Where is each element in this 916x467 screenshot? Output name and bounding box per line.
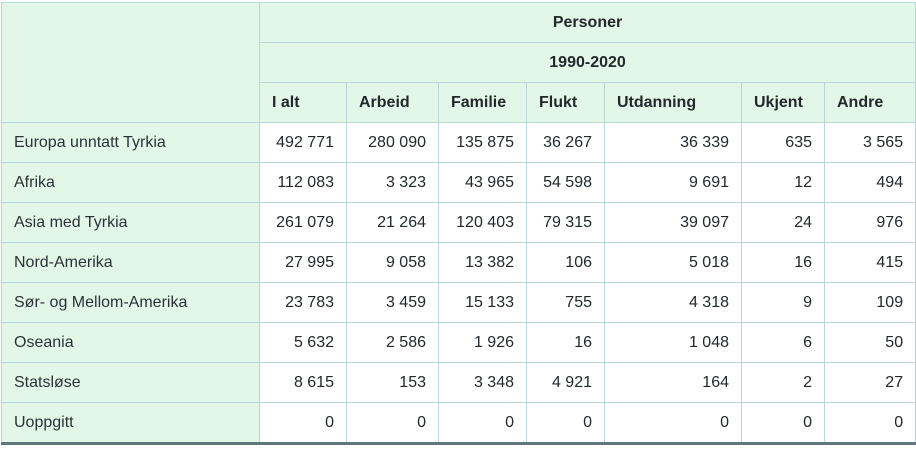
value-cell: 8 615 xyxy=(259,362,347,403)
value-cell: 9 058 xyxy=(346,242,439,283)
value-cell: 16 xyxy=(526,322,605,363)
value-cell: 635 xyxy=(741,122,825,163)
value-cell: 120 403 xyxy=(438,202,527,243)
value-cell: 24 xyxy=(741,202,825,243)
value-cell: 43 965 xyxy=(438,162,527,203)
value-cell: 5 018 xyxy=(604,242,742,283)
row-label: Sør- og Mellom-Amerika xyxy=(1,282,260,323)
value-cell: 3 348 xyxy=(438,362,527,403)
column-header: Flukt xyxy=(526,82,605,123)
value-cell: 3 323 xyxy=(346,162,439,203)
value-cell: 27 995 xyxy=(259,242,347,283)
value-cell: 0 xyxy=(741,402,825,444)
row-label: Oseania xyxy=(1,322,260,363)
value-cell: 4 921 xyxy=(526,362,605,403)
value-cell: 3 565 xyxy=(823,122,916,163)
value-cell: 50 xyxy=(823,322,916,363)
value-cell: 9 xyxy=(741,282,825,323)
table-row: Statsløse 8 615 153 3 348 4 921 164 2 27 xyxy=(1,362,916,403)
value-cell: 6 xyxy=(741,322,825,363)
table-header-row-title: Personer xyxy=(1,2,916,123)
value-cell: 21 264 xyxy=(346,202,439,243)
value-cell: 2 xyxy=(741,362,825,403)
value-cell: 23 783 xyxy=(259,282,347,323)
value-cell: 109 xyxy=(823,282,916,323)
value-cell: 1 926 xyxy=(438,322,527,363)
value-cell: 494 xyxy=(823,162,916,203)
table-header-row-period: 1990-2020 xyxy=(2,42,916,83)
table-row: Uoppgitt 0 0 0 0 0 0 0 xyxy=(1,402,916,444)
value-cell: 0 xyxy=(259,402,347,444)
row-label: Nord-Amerika xyxy=(1,242,260,283)
value-cell: 1 048 xyxy=(604,322,742,363)
value-cell: 27 xyxy=(823,362,916,403)
value-cell: 36 267 xyxy=(526,122,605,163)
value-cell: 106 xyxy=(526,242,605,283)
table-row: Europa unntatt Tyrkia 492 771 280 090 135 8… xyxy=(1,122,916,163)
value-cell: 153 xyxy=(346,362,439,403)
value-cell: 0 xyxy=(604,402,742,444)
period-header: 1990-2020 xyxy=(258,42,916,83)
value-cell: 280 090 xyxy=(346,122,439,163)
value-cell: 13 382 xyxy=(438,242,527,283)
value-cell: 0 xyxy=(438,402,527,444)
table-row: Nord-Amerika 27 995 9 058 13 382 106 5 018 16 4… xyxy=(1,242,916,283)
row-label: Europa unntatt Tyrkia xyxy=(1,122,260,163)
value-cell: 39 097 xyxy=(604,202,742,243)
column-header: Utdanning xyxy=(604,82,742,123)
value-cell: 12 xyxy=(741,162,825,203)
row-label: Uoppgitt xyxy=(1,402,260,444)
value-cell: 54 598 xyxy=(526,162,605,203)
value-cell: 4 318 xyxy=(604,282,742,323)
column-header: Arbeid xyxy=(346,82,439,123)
value-cell: 9 691 xyxy=(604,162,742,203)
value-cell: 492 771 xyxy=(259,122,347,163)
column-header: Familie xyxy=(438,82,527,123)
value-cell: 0 xyxy=(346,402,439,444)
table-row: Oseania 5 632 2 586 1 926 16 1 048 6 50 xyxy=(1,322,916,363)
row-label: Afrika xyxy=(1,162,260,203)
table-header-row-columns: I alt Arbeid Familie Flukt Utdanning Ukjent An… xyxy=(2,82,916,123)
value-cell: 79 315 xyxy=(526,202,605,243)
value-cell: 164 xyxy=(604,362,742,403)
value-cell: 3 459 xyxy=(346,282,439,323)
value-cell: 261 079 xyxy=(259,202,347,243)
corner-cell xyxy=(1,2,260,123)
value-cell: 0 xyxy=(823,402,916,444)
value-cell: 755 xyxy=(526,282,605,323)
table-row: Asia med Tyrkia 261 079 21 264 120 403 79 31… xyxy=(1,202,916,243)
table-row: Sør- og Mellom-Amerika 23 783 3 459 15 133 7… xyxy=(1,282,916,323)
value-cell: 976 xyxy=(823,202,916,243)
value-cell: 135 875 xyxy=(438,122,527,163)
value-cell: 15 133 xyxy=(438,282,527,323)
value-cell: 0 xyxy=(526,402,605,444)
value-cell: 112 083 xyxy=(259,162,347,203)
value-cell: 2 586 xyxy=(346,322,439,363)
statistics-table: Personer 1990-2020 I alt Arbeid Familie Flu… xyxy=(1,2,916,445)
column-header: I alt xyxy=(259,82,347,123)
table-title: Personer xyxy=(258,2,916,43)
value-cell: 5 632 xyxy=(259,322,347,363)
value-cell: 36 339 xyxy=(604,122,742,163)
value-cell: 415 xyxy=(823,242,916,283)
row-label: Statsløse xyxy=(1,362,260,403)
row-label: Asia med Tyrkia xyxy=(1,202,260,243)
column-header: Ukjent xyxy=(741,82,825,123)
column-header: Andre xyxy=(823,82,916,123)
value-cell: 16 xyxy=(741,242,825,283)
table-row: Afrika 112 083 3 323 43 965 54 598 9 691 12 494 xyxy=(1,162,916,203)
